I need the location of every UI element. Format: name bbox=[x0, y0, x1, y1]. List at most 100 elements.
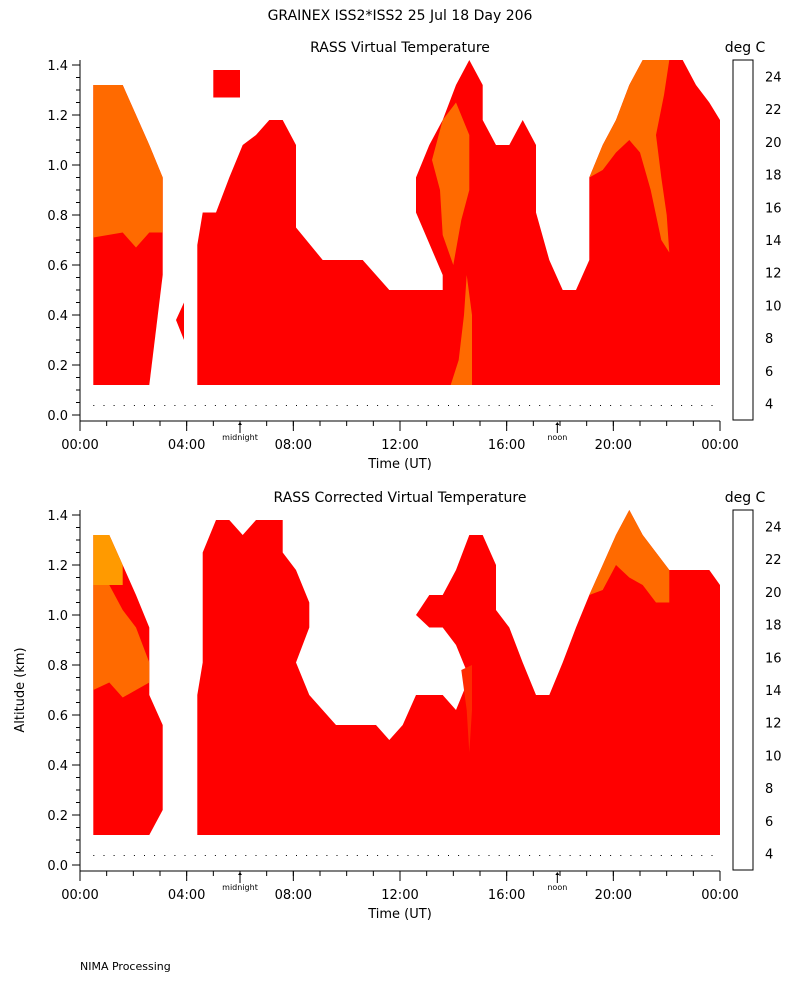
temperature-region-20c bbox=[432, 102, 470, 265]
x-tick-label: 20:00 bbox=[595, 438, 632, 453]
temperature-region-20c bbox=[93, 85, 163, 248]
ground-dot bbox=[93, 405, 95, 406]
x-tick-label: 12:00 bbox=[381, 888, 418, 903]
ground-dot bbox=[518, 855, 520, 856]
y-tick-label: 0.0 bbox=[47, 859, 68, 874]
ground-dot bbox=[235, 855, 237, 856]
marker-label-midnight: midnight bbox=[222, 433, 258, 442]
ground-dot bbox=[387, 855, 389, 856]
marker-label-noon: noon bbox=[547, 433, 567, 442]
colorbar-label: 18 bbox=[765, 169, 782, 184]
ground-dot bbox=[448, 855, 449, 856]
ground-dot bbox=[336, 855, 338, 856]
colorbar-label: 12 bbox=[765, 267, 782, 282]
colorbar-label: 24 bbox=[765, 70, 782, 85]
page-title: GRAINEX ISS2*ISS2 25 Jul 18 Day 206 bbox=[268, 8, 533, 24]
x-tick-label: 20:00 bbox=[595, 888, 632, 903]
chart-virtual-temperature: RASS Virtual Temperature deg C 0.0 0.2 0.4… bbox=[47, 40, 781, 472]
ground-dot bbox=[488, 405, 490, 406]
chart-title: RASS Corrected Virtual Temperature bbox=[274, 490, 527, 506]
ground-dot bbox=[640, 405, 642, 406]
ground-dot bbox=[437, 405, 439, 406]
y-tick-label: 0.2 bbox=[47, 809, 68, 824]
ground-dot bbox=[265, 855, 267, 856]
ground-dot bbox=[569, 405, 571, 406]
y-tick-label: 1.0 bbox=[47, 159, 68, 174]
y-tick-label: 0.4 bbox=[47, 759, 68, 774]
ground-dot bbox=[437, 855, 439, 856]
ground-dot bbox=[417, 405, 419, 406]
ground-dot bbox=[123, 855, 125, 856]
ground-dot bbox=[336, 405, 338, 406]
ground-dot bbox=[589, 855, 591, 856]
y-tick-label: 0.2 bbox=[47, 359, 68, 374]
chart-title: RASS Virtual Temperature bbox=[310, 40, 490, 56]
y-tick-label: 0.8 bbox=[47, 209, 68, 224]
ground-dot bbox=[407, 855, 409, 856]
x-tick-label: 00:00 bbox=[701, 438, 738, 453]
ground-dot bbox=[691, 855, 693, 856]
ground-dot bbox=[397, 405, 399, 406]
ground-dot bbox=[144, 855, 145, 856]
ground-dot bbox=[539, 405, 541, 406]
ground-dot bbox=[579, 855, 581, 856]
ground-dot bbox=[630, 405, 632, 406]
ground-dot bbox=[306, 405, 308, 406]
ground-dot bbox=[610, 855, 612, 856]
temperature-region-22c bbox=[461, 665, 472, 753]
x-tick-label: 04:00 bbox=[168, 438, 205, 453]
x-tick-label: 08:00 bbox=[275, 438, 312, 453]
marker-arrowhead bbox=[238, 872, 242, 875]
y-tick-label: 1.0 bbox=[47, 609, 68, 624]
ground-dot bbox=[458, 405, 460, 406]
ground-dot bbox=[701, 855, 703, 856]
colorbar-label: 22 bbox=[765, 103, 782, 118]
ground-dot bbox=[600, 855, 601, 856]
ground-dot bbox=[600, 405, 601, 406]
ground-dot bbox=[620, 855, 622, 856]
ground-dot bbox=[579, 405, 581, 406]
ground-dot bbox=[174, 405, 176, 406]
x-tick-label: 16:00 bbox=[488, 438, 525, 453]
ground-dot bbox=[610, 405, 612, 406]
temperature-region-24c bbox=[213, 70, 240, 98]
ground-dot bbox=[640, 855, 642, 856]
ground-dot bbox=[407, 405, 409, 406]
colorbar-label: 20 bbox=[765, 586, 782, 601]
temperature-region-24c bbox=[176, 302, 184, 340]
colorbar-label: 22 bbox=[765, 553, 782, 568]
ground-dot bbox=[589, 405, 591, 406]
ground-dot bbox=[225, 405, 227, 406]
ground-dot bbox=[397, 855, 399, 856]
ground-dot bbox=[316, 855, 318, 856]
ground-dot bbox=[468, 855, 470, 856]
ground-dot bbox=[225, 855, 227, 856]
colorbar-label: 4 bbox=[765, 398, 773, 413]
ground-dot bbox=[660, 405, 662, 406]
x-tick-label: 08:00 bbox=[275, 888, 312, 903]
ground-dot bbox=[417, 855, 419, 856]
ground-dot bbox=[346, 405, 348, 406]
colorbar-label: 6 bbox=[765, 815, 773, 830]
y-axis-label: Altitude (km) bbox=[13, 647, 28, 732]
ground-dot bbox=[245, 855, 247, 856]
ground-dot bbox=[529, 855, 531, 856]
ground-dot bbox=[559, 855, 561, 856]
ground-dot bbox=[255, 855, 257, 856]
y-tick-label: 1.4 bbox=[47, 509, 68, 524]
ground-dot bbox=[630, 855, 632, 856]
temperature-region-20c bbox=[589, 60, 670, 253]
ground-dot bbox=[508, 405, 510, 406]
ground-dot bbox=[154, 405, 156, 406]
marker-label-midnight: midnight bbox=[222, 883, 258, 892]
ground-dot bbox=[164, 405, 166, 406]
colorbar-label: 8 bbox=[765, 782, 773, 797]
ground-dot bbox=[670, 405, 672, 406]
colorbar-label: 24 bbox=[765, 520, 782, 535]
y-tick-label: 0.6 bbox=[47, 259, 68, 274]
temperature-region-20c bbox=[93, 585, 150, 698]
ground-dot bbox=[103, 855, 105, 856]
ground-dot bbox=[650, 855, 652, 856]
ground-dot bbox=[387, 405, 389, 406]
ground-dot bbox=[498, 405, 500, 406]
